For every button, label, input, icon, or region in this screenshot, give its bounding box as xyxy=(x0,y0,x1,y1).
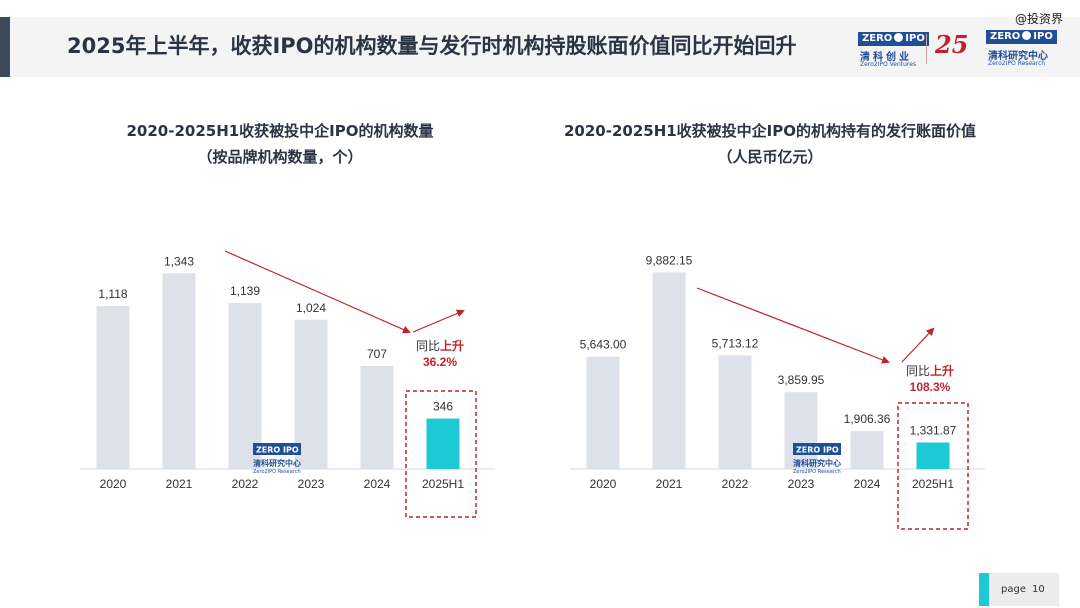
chart2-annotation-value: 108.3% xyxy=(910,380,951,394)
chart1-data-label: 1,024 xyxy=(296,301,326,315)
chart1-data-label: 1,343 xyxy=(164,254,194,268)
page-label: page xyxy=(1001,584,1026,595)
chart2-subtitle: （人民币亿元） xyxy=(717,148,823,166)
logo-text-right: IPO xyxy=(905,33,925,44)
watermark-logo-text: ZERO IPO xyxy=(796,446,839,455)
chart2-trend-arrow xyxy=(696,287,890,364)
footer-box xyxy=(989,573,1059,606)
logo-text-left: ZERO xyxy=(862,33,893,44)
chart2-bar xyxy=(916,442,950,469)
zero2ipo-ventures-logo: ZERO IPO xyxy=(858,32,929,46)
chart1-data-label: 346 xyxy=(433,400,453,414)
zero2ipo-research-logo: ZERO IPO xyxy=(986,30,1057,44)
chart1-tick-label: 2022 xyxy=(232,477,259,491)
chart1-data-label: 1,118 xyxy=(98,287,127,301)
logo-text-left: ZERO xyxy=(990,31,1021,42)
page-number: 10 xyxy=(1032,584,1045,595)
chart1-annotation-emph: 上升 xyxy=(440,338,464,353)
chart2-tick-label: 2020 xyxy=(590,477,617,491)
chart2-bar xyxy=(784,392,818,469)
chart1-data-label: 1,139 xyxy=(230,284,260,298)
chart2-data-label: 3,859.95 xyxy=(778,373,825,387)
watermark-logo-cn: 清科研究中心 xyxy=(793,458,841,468)
logo-divider xyxy=(926,34,927,64)
chart2-data-label: 9,882.15 xyxy=(646,253,693,267)
chart1-tick-label: 2024 xyxy=(364,477,391,491)
page-title: 2025年上半年，收获IPO的机构数量与发行时机构持股账面价值同比开始回升 xyxy=(67,34,797,58)
chart2-data-label: 1,331.87 xyxy=(910,423,957,437)
watermark-logo-en: Zero2IPO Research xyxy=(793,469,841,475)
chart1-highlight-box xyxy=(405,390,477,518)
chart2-data-label: 1,906.36 xyxy=(844,412,891,426)
chart2-bar xyxy=(652,272,686,469)
chart1-subtitle: （按品牌机构数量，个） xyxy=(197,148,363,166)
header-accent-bar xyxy=(0,17,10,77)
chart2-data-label: 5,713.12 xyxy=(712,336,759,350)
anniversary-25-logo: 25 xyxy=(935,30,969,59)
chart2-tick-label: 2021 xyxy=(656,477,683,491)
chart2-highlight-box xyxy=(897,402,969,530)
logo-circle-icon xyxy=(894,33,904,42)
chart1-bar xyxy=(426,418,460,469)
logo1-en-name: Zero2IPO Ventures xyxy=(860,61,917,68)
logo1-cn-name: 清科创业 xyxy=(860,52,912,63)
chart1-tick-label: 2023 xyxy=(298,477,325,491)
watermark-logo-en: Zero2IPO Research xyxy=(253,469,301,475)
chart1-trend-arrow xyxy=(224,250,411,334)
watermark-text: @投资界 xyxy=(1015,12,1064,26)
chart1-annotation-prefix: 同比 xyxy=(416,339,440,353)
chart1-bar xyxy=(162,273,196,469)
logo-text-right: IPO xyxy=(1033,31,1053,42)
chart1-tick-label: 2020 xyxy=(100,477,127,491)
chart1-title: 2020-2025H1收获被投中企IPO的机构数量 xyxy=(126,122,434,140)
chart2-title: 2020-2025H1收获被投中企IPO的机构持有的发行账面价值 xyxy=(563,122,977,140)
chart1-bar xyxy=(228,303,262,469)
watermark-logo-text: ZERO IPO xyxy=(256,446,299,455)
chart2-tick-label: 2025H1 xyxy=(912,477,954,491)
logo-circle-icon xyxy=(1022,31,1032,40)
watermark-logo-box xyxy=(793,443,841,455)
chart1-data-label: 707 xyxy=(367,347,387,361)
chart2-tick-label: 2023 xyxy=(788,477,815,491)
chart2-annotation-prefix: 同比 xyxy=(906,364,930,378)
watermark-logo-box xyxy=(253,443,301,455)
chart2-bar xyxy=(850,431,884,469)
chart2-annotation-emph: 上升 xyxy=(930,363,954,378)
chart1-rise-arrow xyxy=(412,309,465,333)
chart2-bar xyxy=(718,355,752,469)
watermark-logo-cn: 清科研究中心 xyxy=(253,458,301,468)
footer-accent xyxy=(979,573,989,606)
chart2-tick-label: 2022 xyxy=(722,477,749,491)
chart1-bar xyxy=(360,365,394,469)
chart1-title-block: 2020-2025H1收获被投中企IPO的机构数量 （按品牌机构数量，个） xyxy=(80,120,480,167)
chart2-title-block: 2020-2025H1收获被投中企IPO的机构持有的发行账面价值 （人民币亿元） xyxy=(520,120,1020,167)
chart2-data-label: 5,643.00 xyxy=(580,338,627,352)
chart1-annotation-label: 同比上升 xyxy=(416,338,464,353)
chart1-bar xyxy=(96,306,130,469)
chart2-annotation-label: 同比上升 xyxy=(906,363,954,378)
logo2-cn-name: 清科研究中心 xyxy=(988,51,1048,62)
chart2-bar xyxy=(586,356,620,469)
logo2-en-name: Zero2IPO Research xyxy=(988,60,1046,67)
chart2-tick-label: 2024 xyxy=(854,477,881,491)
chart1-tick-label: 2021 xyxy=(166,477,193,491)
chart2-rise-arrow xyxy=(901,327,935,363)
chart1-annotation-value: 36.2% xyxy=(423,355,457,369)
chart1-tick-label: 2025H1 xyxy=(422,477,464,491)
header-band xyxy=(0,17,1080,77)
